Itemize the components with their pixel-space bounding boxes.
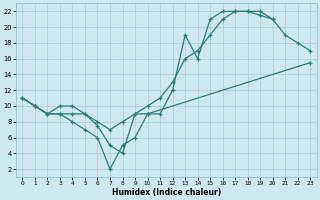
X-axis label: Humidex (Indice chaleur): Humidex (Indice chaleur) xyxy=(112,188,221,197)
